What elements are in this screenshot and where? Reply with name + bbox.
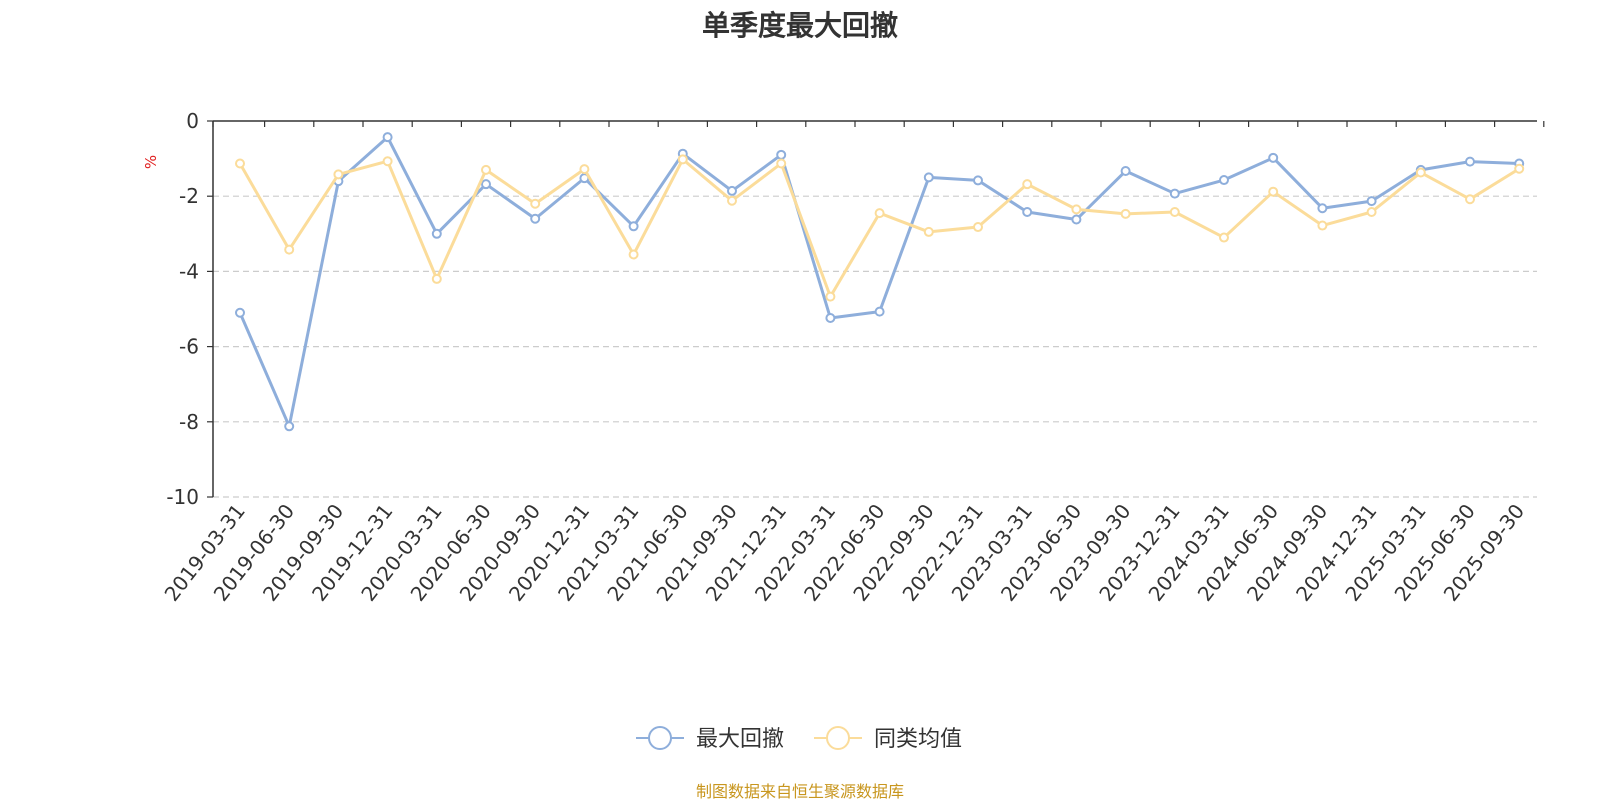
- data-point: [530, 213, 541, 224]
- data-point: [727, 195, 737, 206]
- data-point: [1268, 186, 1279, 197]
- data-point: [923, 172, 934, 183]
- data-point: [973, 175, 983, 186]
- y-tick-label: -10: [166, 485, 199, 509]
- data-point: [776, 158, 787, 169]
- data-point: [579, 164, 590, 175]
- data-point: [973, 222, 983, 233]
- data-point: [431, 228, 442, 239]
- data-point: [382, 132, 393, 143]
- data-point: [1268, 152, 1279, 163]
- data-point: [284, 244, 295, 255]
- data-point: [825, 291, 836, 302]
- data-point: [382, 156, 393, 167]
- y-tick-label: -8: [179, 410, 199, 434]
- data-point: [481, 164, 491, 175]
- series-1: [235, 132, 1525, 432]
- data-point: [333, 169, 344, 180]
- data-point: [1169, 206, 1180, 217]
- data-point: [1120, 166, 1131, 177]
- data-point: [1514, 163, 1525, 174]
- legend-label: 最大回撤: [696, 727, 784, 752]
- data-point: [1465, 156, 1475, 167]
- legend-item-1: 最大回撤: [636, 726, 784, 752]
- data-point: [1022, 179, 1033, 190]
- data-point: [235, 158, 245, 169]
- y-axis-unit: %: [142, 155, 160, 169]
- data-point: [1071, 214, 1082, 225]
- data-point: [1022, 206, 1033, 217]
- series-2: [235, 154, 1525, 302]
- data-point: [1317, 203, 1328, 214]
- data-point: [1071, 204, 1082, 215]
- data-point: [1366, 206, 1377, 217]
- series-line: [238, 157, 1520, 299]
- chart-title: 单季度最大回撤: [701, 9, 898, 42]
- data-point: [874, 306, 885, 317]
- data-point: [923, 226, 934, 237]
- data-point: [530, 198, 541, 209]
- data-point: [1465, 194, 1475, 205]
- data-point: [628, 221, 639, 232]
- data-point: [1317, 220, 1328, 231]
- y-tick-label: -6: [179, 335, 199, 359]
- series-line: [238, 135, 1520, 428]
- data-point: [628, 249, 639, 260]
- data-point: [1219, 232, 1229, 243]
- data-point: [1366, 196, 1377, 207]
- data-point: [677, 154, 688, 165]
- y-tick-label: -2: [179, 184, 199, 208]
- data-point: [1415, 167, 1426, 178]
- data-point: [1219, 175, 1229, 186]
- y-tick-label: 0: [186, 109, 199, 133]
- data-point: [874, 208, 885, 219]
- data-point: [235, 307, 245, 318]
- data-point: [1169, 188, 1180, 199]
- y-tick-label: -4: [179, 259, 199, 283]
- data-point: [776, 149, 787, 160]
- data-point: [1120, 208, 1131, 219]
- data-point: [431, 273, 442, 284]
- data-point: [727, 185, 737, 196]
- data-point: [481, 179, 491, 190]
- data-point: [825, 313, 836, 324]
- source-note: 制图数据来自恒生聚源数据库: [695, 782, 904, 801]
- legend-marker: [826, 726, 850, 750]
- legend-item-2: 同类均值: [814, 726, 962, 752]
- legend-label: 同类均值: [874, 727, 962, 752]
- data-point: [284, 421, 295, 432]
- legend-marker: [648, 726, 672, 750]
